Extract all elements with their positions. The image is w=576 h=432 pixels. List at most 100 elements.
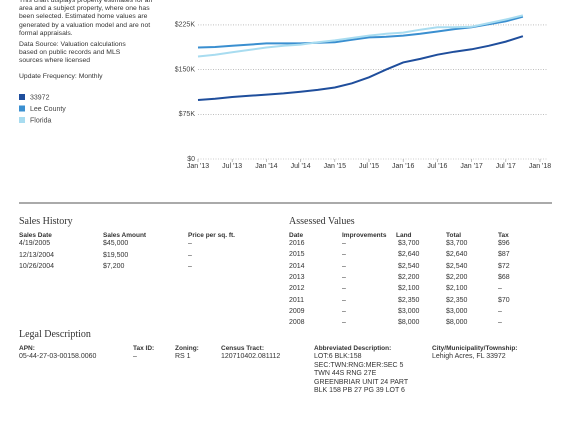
x-tick-label: Jan '16 — [392, 163, 415, 170]
table-cell: $2,540 — [446, 262, 468, 270]
legend-label: Lee County — [30, 106, 66, 113]
table-cell: 2011 — [289, 296, 305, 304]
y-tick-label: $225K — [175, 22, 196, 29]
field-value: TWN 44S RNG 27E — [314, 370, 377, 378]
x-tick-label: Jan '18 — [528, 163, 552, 170]
table-cell: $96 — [498, 240, 510, 247]
field-value: Lehigh Acres, FL 33972 — [432, 353, 506, 360]
field-label: Zoning: — [175, 345, 199, 352]
section-title: Sales History — [19, 216, 73, 227]
table-cell: $45,000 — [103, 240, 129, 247]
table-cell: $8,000 — [398, 319, 420, 327]
column-header: Sales Amount — [103, 232, 147, 239]
series-line — [197, 14, 524, 58]
table-cell: 2016 — [289, 240, 305, 247]
section-title: Assessed Values — [289, 216, 355, 227]
column-header: Date — [289, 232, 304, 239]
y-tick-label: $150K — [175, 66, 196, 73]
chart-description: This chart displays property estimates f… — [19, 0, 153, 37]
table-cell: – — [342, 273, 346, 281]
legend-swatch — [19, 105, 25, 112]
section-title: Legal Description — [19, 329, 91, 340]
field-value: SEC:TWN:RNG:MER:SEC 5 — [314, 361, 404, 369]
update-frequency: Update Frequency: Monthly — [19, 73, 103, 80]
table-cell: $3,000 — [446, 307, 468, 315]
table-cell: 12/13/2004 — [19, 251, 55, 259]
table-cell: $70 — [498, 296, 510, 304]
column-header: Improvements — [342, 232, 387, 239]
table-cell: – — [342, 262, 346, 270]
table-cell: 10/26/2004 — [19, 263, 55, 270]
column-header: Tax — [498, 232, 509, 239]
table-cell: – — [188, 263, 192, 270]
x-tick-label: Jan '15 — [323, 163, 346, 170]
table-cell: – — [188, 251, 192, 259]
table-cell: $2,640 — [446, 251, 468, 259]
y-tick-label: $0 — [187, 156, 195, 163]
table-cell: – — [342, 240, 346, 247]
field-value: – — [133, 353, 137, 360]
field-label: Abbreviated Description: — [314, 345, 392, 352]
table-cell: – — [188, 240, 192, 247]
field-value: GREENBRIAR UNIT 24 PART — [314, 378, 409, 386]
table-cell: $7,200 — [103, 263, 125, 270]
x-tick-label: Jul '17 — [495, 163, 516, 170]
table-cell: $2,350 — [398, 296, 420, 304]
legend-label: 33972 — [30, 94, 50, 101]
series-line — [197, 35, 524, 101]
field-label: Tax ID: — [133, 345, 155, 352]
table-cell: $87 — [498, 251, 510, 259]
table-cell: $8,000 — [446, 319, 468, 327]
x-tick-label: Jul '15 — [358, 163, 379, 170]
field-value: RS 1 — [175, 353, 191, 360]
table-cell: 2012 — [289, 285, 305, 293]
table-cell: $2,200 — [398, 273, 420, 281]
table-cell: 2013 — [289, 273, 305, 281]
field-label: APN: — [19, 345, 35, 352]
column-header: Land — [396, 232, 412, 239]
table-cell: 4/19/2005 — [19, 240, 51, 247]
field-value: LOT:6 BLK:158 — [314, 353, 362, 360]
table-cell: $2,350 — [446, 296, 468, 304]
x-tick-label: Jul '13 — [222, 163, 243, 170]
x-tick-label: Jan '13 — [186, 163, 210, 170]
data-source: Data Source: Valuation calculations base… — [19, 41, 126, 65]
table-cell: 2009 — [289, 307, 305, 315]
table-cell: $3,000 — [398, 307, 420, 315]
table-cell: – — [498, 319, 502, 327]
x-tick-label: Jan '14 — [255, 163, 278, 170]
table-cell: $72 — [498, 262, 510, 270]
table-cell: – — [342, 285, 346, 293]
field-label: Census Tract: — [221, 345, 264, 352]
table-cell: $3,700 — [398, 240, 420, 247]
table-cell: $2,640 — [398, 251, 420, 259]
x-tick-label: Jan '17 — [460, 163, 483, 170]
legend-swatch — [19, 94, 25, 100]
table-cell: $3,700 — [446, 240, 468, 247]
field-value: BLK 158 PB 27 PG 39 LOT 6 — [314, 387, 405, 395]
column-header: Price per sq. ft. — [188, 232, 235, 239]
table-cell: $2,200 — [446, 273, 468, 281]
table-cell: – — [498, 285, 502, 293]
table-cell: 2008 — [289, 319, 305, 327]
legend-swatch — [19, 117, 25, 123]
x-tick-label: Jul '14 — [290, 163, 311, 170]
field-label: City/Municipality/Township: — [432, 345, 518, 352]
column-header: Total — [446, 232, 462, 239]
table-cell: $68 — [498, 273, 510, 281]
table-cell: $2,100 — [398, 285, 420, 293]
column-header: Sales Date — [19, 232, 52, 239]
legend-label: Florida — [30, 117, 52, 124]
x-tick-label: Jul '16 — [427, 163, 448, 170]
y-tick-label: $75K — [179, 111, 196, 118]
table-cell: $19,500 — [103, 251, 129, 259]
table-cell: 2014 — [289, 262, 305, 270]
table-cell: – — [342, 307, 346, 315]
table-cell: – — [498, 307, 502, 315]
table-cell: 2015 — [289, 251, 305, 259]
field-value: 120710402.081112 — [221, 353, 281, 360]
table-cell: $2,100 — [446, 285, 468, 293]
series-line — [197, 15, 524, 49]
